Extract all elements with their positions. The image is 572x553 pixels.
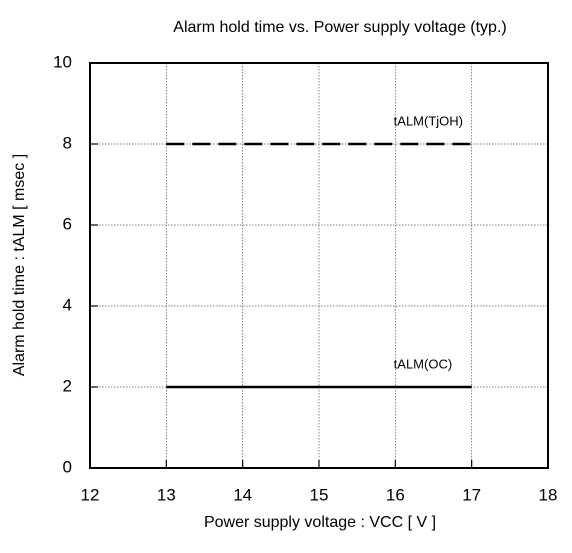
y-tick-label: 2 [63,376,72,395]
y-tick-label: 8 [63,133,72,152]
x-tick-label: 13 [157,485,176,504]
x-tick-label: 15 [310,485,329,504]
y-tick-label: 4 [63,295,72,314]
chart-title: Alarm hold time vs. Power supply voltage… [173,19,506,36]
x-tick-label: 14 [233,485,252,504]
x-tick-label: 17 [462,485,481,504]
y-tick-label: 0 [63,457,72,476]
x-tick-label: 12 [81,485,100,504]
y-tick-label: 10 [53,52,72,71]
x-tick-label: 18 [539,485,558,504]
x-tick-label: 16 [386,485,405,504]
x-axis-label: Power supply voltage : VCC [ V ] [204,514,436,531]
plot-frame [89,62,549,469]
series-label: tALM(OC) [394,356,453,371]
y-axis-label: Alarm hold time : tALM [ msec ] [11,154,28,376]
series-label: tALM(TjOH) [394,113,463,128]
y-tick-label: 6 [63,214,72,233]
